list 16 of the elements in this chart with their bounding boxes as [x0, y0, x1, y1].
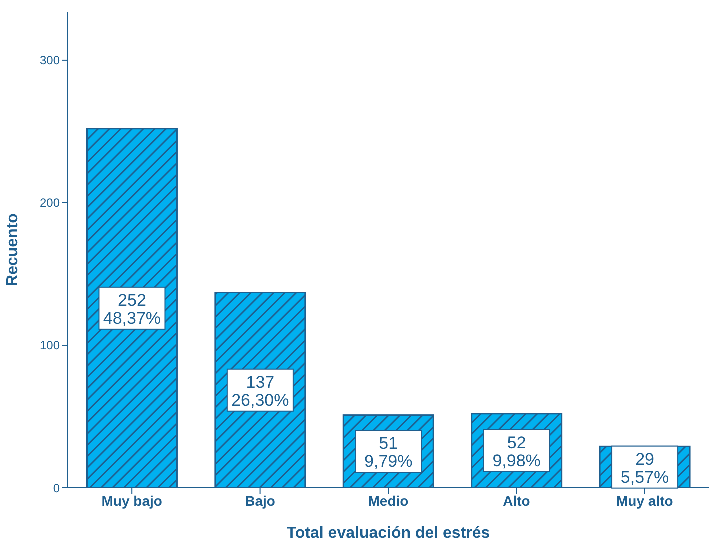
data-label: 252 48,37%: [103, 290, 162, 328]
data-label: 52 9,98%: [492, 433, 541, 470]
y-tick-label: 0: [53, 481, 60, 496]
data-label: 29 5,57%: [620, 450, 670, 487]
x-axis-title: Total evaluación del estrés: [286, 525, 490, 542]
x-tick-label: Medio: [368, 492, 409, 509]
x-tick-label: Alto: [503, 492, 530, 509]
x-tick-label: Muy bajo: [102, 492, 162, 509]
y-tick-label: 200: [40, 196, 60, 210]
y-tick-label: 300: [40, 54, 60, 68]
data-label: 137 26,30%: [232, 372, 290, 410]
y-tick-label: 100: [40, 338, 60, 353]
x-tick-label: Muy alto: [616, 492, 674, 509]
y-axis-title: Recuento: [4, 213, 22, 286]
x-tick-label: Bajo: [245, 492, 276, 509]
data-label: 51 9,79%: [364, 434, 413, 472]
